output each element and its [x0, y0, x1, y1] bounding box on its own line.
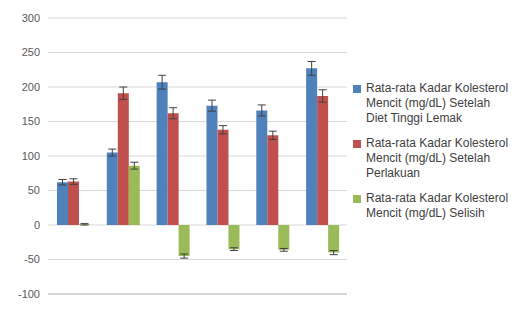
html-text:Rata-rata Kadar Kolesterol Men: Rata-rata Kadar Kolesterol Mencit (mg/dL…: [366, 81, 509, 125]
svg-text:150: 150: [22, 115, 40, 127]
html-text:Rata-rata Kadar Kolesterol Men: Rata-rata Kadar Kolesterol Mencit (mg/dL…: [366, 191, 509, 220]
svg-text:50: 50: [28, 184, 40, 196]
svg-text:200: 200: [22, 81, 40, 93]
svg-text:250: 250: [22, 46, 40, 58]
svg-text:0: 0: [34, 219, 40, 231]
svg-text:-50: -50: [24, 253, 40, 265]
svg-text:100: 100: [22, 150, 40, 162]
svg-text:-100: -100: [18, 288, 40, 300]
html-text:Rata-rata Kadar Kolesterol Men: Rata-rata Kadar Kolesterol Mencit (mg/dL…: [366, 136, 509, 180]
svg-text:300: 300: [22, 12, 40, 24]
